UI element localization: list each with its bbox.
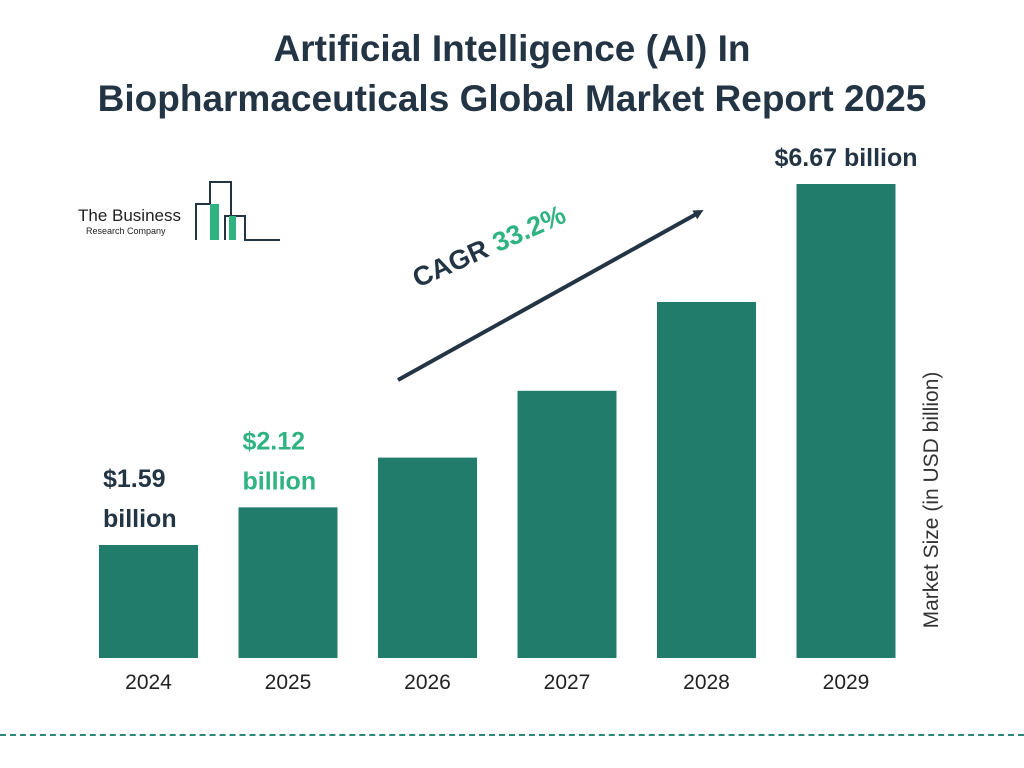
data-label-2024-1: billion	[103, 505, 177, 533]
data-label-2029-0: $6.67 billion	[774, 144, 917, 172]
x-tick-2029: 2029	[823, 671, 870, 694]
footer-divider	[0, 734, 1024, 736]
cagr-arrow	[397, 210, 704, 382]
company-logo: The Business Research Company	[78, 180, 288, 244]
x-tick-2025: 2025	[265, 671, 312, 694]
bar-2025	[238, 507, 338, 658]
data-label-2025-1: billion	[243, 467, 317, 495]
y-axis-label: Market Size (in USD billion)	[920, 371, 943, 629]
x-tick-2027: 2027	[544, 671, 591, 694]
data-label-2025-0: $2.12	[243, 427, 306, 455]
building-bars-icon	[195, 181, 280, 241]
bar-2026	[378, 457, 477, 658]
title-line-1: Artificial Intelligence (AI) In	[273, 28, 751, 69]
data-label-2024-0: $1.59	[103, 465, 166, 493]
x-tick-2024: 2024	[125, 671, 172, 694]
bar-2028	[657, 301, 756, 658]
x-tick-2026: 2026	[404, 671, 451, 694]
y-axis-label-container: Market Size (in USD billion)	[917, 346, 947, 654]
x-tick-2028: 2028	[683, 671, 730, 694]
logo-line-1: The Business	[78, 206, 181, 225]
bar-2027	[517, 390, 617, 658]
title-line-2: Biopharmaceuticals Global Market Report …	[97, 78, 927, 119]
bar-2024	[99, 545, 198, 658]
bar-2029	[796, 184, 896, 658]
logo-line-2: Research Company	[86, 226, 166, 236]
chart-title: Artificial Intelligence (AI) In Biopharm…	[0, 24, 1024, 124]
